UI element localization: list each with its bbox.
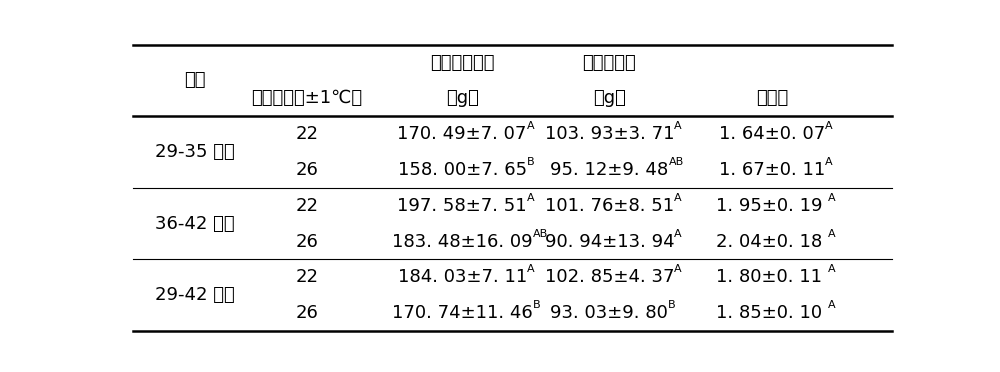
Text: A: A xyxy=(828,300,836,310)
Text: 平均日增重: 平均日增重 xyxy=(582,54,636,71)
Text: 22: 22 xyxy=(296,197,319,215)
Text: AB: AB xyxy=(532,229,548,239)
Text: A: A xyxy=(828,229,836,239)
Text: A: A xyxy=(825,157,833,167)
Text: B: B xyxy=(527,157,534,167)
Text: A: A xyxy=(527,193,535,203)
Text: 197. 58±7. 51: 197. 58±7. 51 xyxy=(397,197,527,215)
Text: 料重比: 料重比 xyxy=(756,89,788,108)
Text: 2. 04±0. 18: 2. 04±0. 18 xyxy=(716,232,828,251)
Text: 158. 00±7. 65: 158. 00±7. 65 xyxy=(398,161,527,179)
Text: 22: 22 xyxy=(296,125,319,143)
Text: 183. 48±16. 09: 183. 48±16. 09 xyxy=(392,232,532,251)
Text: 170. 74±11. 46: 170. 74±11. 46 xyxy=(392,304,532,322)
Text: 平均日采食量: 平均日采食量 xyxy=(430,54,494,71)
Text: （g）: （g） xyxy=(446,89,479,108)
Text: AB: AB xyxy=(668,157,684,167)
Text: 95. 12±9. 48: 95. 12±9. 48 xyxy=(550,161,668,179)
Text: 93. 03±9. 80: 93. 03±9. 80 xyxy=(550,304,668,322)
Text: 1. 80±0. 11: 1. 80±0. 11 xyxy=(716,268,828,286)
Text: B: B xyxy=(668,300,676,310)
Text: 26: 26 xyxy=(296,161,319,179)
Text: （g）: （g） xyxy=(593,89,626,108)
Text: A: A xyxy=(527,264,534,275)
Text: 101. 76±8. 51: 101. 76±8. 51 xyxy=(545,197,674,215)
Text: 1. 67±0. 11: 1. 67±0. 11 xyxy=(719,161,825,179)
Text: A: A xyxy=(527,121,534,131)
Text: 22: 22 xyxy=(296,268,319,286)
Text: A: A xyxy=(828,193,836,203)
Text: A: A xyxy=(674,229,682,239)
Text: 1. 95±0. 19: 1. 95±0. 19 xyxy=(716,197,828,215)
Text: 36-42 日龄: 36-42 日龄 xyxy=(155,215,235,232)
Text: 29-42 日龄: 29-42 日龄 xyxy=(155,286,235,304)
Text: 日龄: 日龄 xyxy=(184,71,206,89)
Text: 103. 93±3. 71: 103. 93±3. 71 xyxy=(545,125,674,143)
Text: B: B xyxy=(532,300,540,310)
Text: A: A xyxy=(825,121,833,131)
Text: 29-35 日龄: 29-35 日龄 xyxy=(155,143,235,161)
Text: 170. 49±7. 07: 170. 49±7. 07 xyxy=(397,125,527,143)
Text: A: A xyxy=(674,121,682,131)
Text: 102. 85±4. 37: 102. 85±4. 37 xyxy=(545,268,674,286)
Text: A: A xyxy=(674,193,682,203)
Text: A: A xyxy=(674,264,682,275)
Text: 184. 03±7. 11: 184. 03±7. 11 xyxy=(398,268,527,286)
Text: 26: 26 xyxy=(296,304,319,322)
Text: 环境温度（±1℃）: 环境温度（±1℃） xyxy=(252,89,363,108)
Text: 1. 64±0. 07: 1. 64±0. 07 xyxy=(719,125,825,143)
Text: A: A xyxy=(828,264,836,275)
Text: 26: 26 xyxy=(296,232,319,251)
Text: 1. 85±0. 10: 1. 85±0. 10 xyxy=(716,304,828,322)
Text: 90. 94±13. 94: 90. 94±13. 94 xyxy=(545,232,674,251)
